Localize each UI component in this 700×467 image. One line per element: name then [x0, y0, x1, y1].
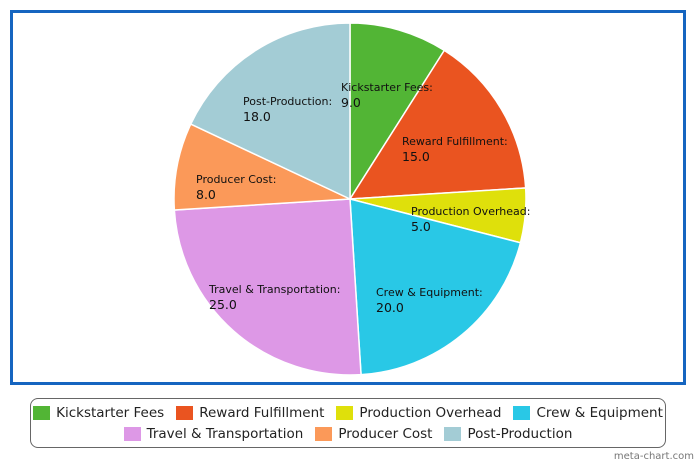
legend-row: Travel & Transportation Producer Cost Po… — [31, 426, 665, 442]
legend-label: Kickstarter Fees — [56, 405, 165, 421]
slice-label: Production Overhead: — [411, 205, 530, 218]
slice-label: Kickstarter Fees: — [341, 81, 433, 94]
slice-value: 8.0 — [196, 187, 216, 202]
legend: Kickstarter Fees Reward Fulfillment Prod… — [30, 398, 666, 448]
slice-label: Producer Cost: — [196, 173, 276, 186]
legend-swatch — [444, 427, 462, 441]
watermark: meta-chart.com — [613, 451, 694, 462]
legend-item-post-production[interactable]: Post-Production — [444, 426, 572, 442]
slice-value: 5.0 — [411, 219, 431, 234]
pie-slice-reward-fulfillment[interactable] — [348, 49, 527, 200]
legend-item-reward-fulfillment[interactable]: Reward Fulfillment — [176, 405, 324, 421]
pie-slice-travel-transportation[interactable] — [173, 198, 362, 376]
legend-item-kickstarter-fees[interactable]: Kickstarter Fees — [33, 405, 164, 421]
pie-slice-post-production[interactable] — [189, 22, 351, 201]
slice-value: 18.0 — [243, 109, 271, 124]
slice-label: Crew & Equipment: — [376, 286, 483, 299]
legend-label: Post-Production — [467, 426, 573, 442]
legend-swatch — [336, 406, 354, 420]
pie-slice-crew-equipment[interactable] — [349, 198, 522, 376]
legend-swatch — [513, 406, 531, 420]
legend-swatch — [315, 427, 333, 441]
slice-value: 9.0 — [341, 95, 361, 110]
legend-swatch — [33, 406, 51, 420]
legend-item-crew-equipment[interactable]: Crew & Equipment — [513, 405, 663, 421]
legend-item-travel-transportation[interactable]: Travel & Transportation — [123, 426, 304, 442]
legend-item-production-overhead[interactable]: Production Overhead — [336, 405, 501, 421]
slice-value: 25.0 — [209, 297, 237, 312]
pie-slice-kickstarter-fees[interactable] — [349, 22, 446, 202]
legend-label: Travel & Transportation — [146, 426, 304, 442]
slice-label: Travel & Transportation: — [208, 283, 340, 296]
legend-swatch — [176, 406, 194, 420]
legend-row: Kickstarter Fees Reward Fulfillment Prod… — [31, 405, 665, 421]
legend-label: Crew & Equipment — [536, 405, 663, 421]
legend-label: Reward Fulfillment — [199, 405, 325, 421]
legend-swatch — [123, 427, 141, 441]
slice-label: Reward Fulfillment: — [402, 135, 508, 148]
slice-label: Post-Production: — [243, 95, 332, 108]
legend-item-producer-cost[interactable]: Producer Cost — [315, 426, 432, 442]
slice-value: 20.0 — [376, 300, 404, 315]
slice-value: 15.0 — [402, 149, 430, 164]
legend-label: Production Overhead — [359, 405, 502, 421]
pie-slice-producer-cost[interactable] — [173, 123, 351, 211]
legend-label: Producer Cost — [338, 426, 433, 442]
